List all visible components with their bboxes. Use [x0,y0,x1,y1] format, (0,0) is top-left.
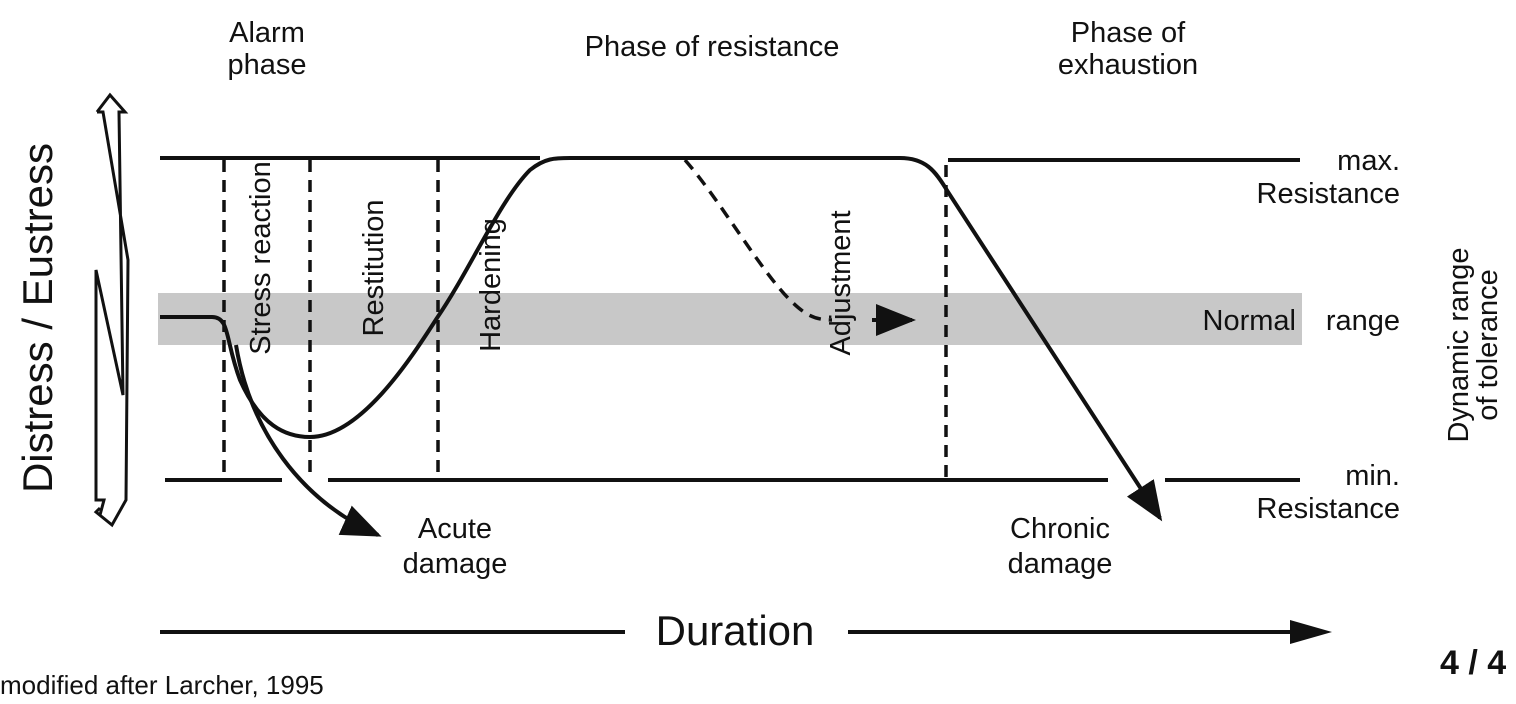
stage-label: Adjustment [825,210,857,355]
normal-band [158,293,1302,345]
phase-label: phase [227,49,306,81]
outcome-label: Chronic [1010,513,1110,545]
left-arrow [93,92,130,528]
acute-arrow [234,344,382,537]
outcome-label: damage [403,548,508,580]
source-note: modified after Larcher, 1995 [0,670,324,699]
level-label: Resistance [1257,178,1400,210]
right-axis-label: Dynamic range [1443,247,1475,442]
reference-lines [160,156,1300,482]
level-label: min. [1345,460,1400,492]
level-label: range [1326,305,1400,337]
level-label: Normal [1203,305,1296,337]
phase-label: exhaustion [1058,49,1198,81]
response-curve [160,156,1163,522]
outcome-label: Acute [418,513,492,545]
stage-label: Hardening [475,218,507,352]
level-label: Resistance [1257,493,1400,525]
stage-label: Restitution [358,199,390,336]
adjustment-curve [683,158,833,322]
outcome-label: damage [1008,548,1113,580]
page-number: 4 / 4 [1440,644,1506,682]
x-axis-label: Duration [656,607,815,654]
stage-label: Stress reaction [245,161,277,354]
phase-label: Phase of [1071,17,1186,49]
level-label: max. [1337,145,1400,177]
left-axis-label: Distress / Eustress [14,143,61,493]
phase-label: Phase of resistance [585,31,840,63]
duration-arrowhead [1290,620,1332,644]
right-axis-label: of tolerance [1472,269,1504,421]
phase-label: Alarm [229,17,305,49]
